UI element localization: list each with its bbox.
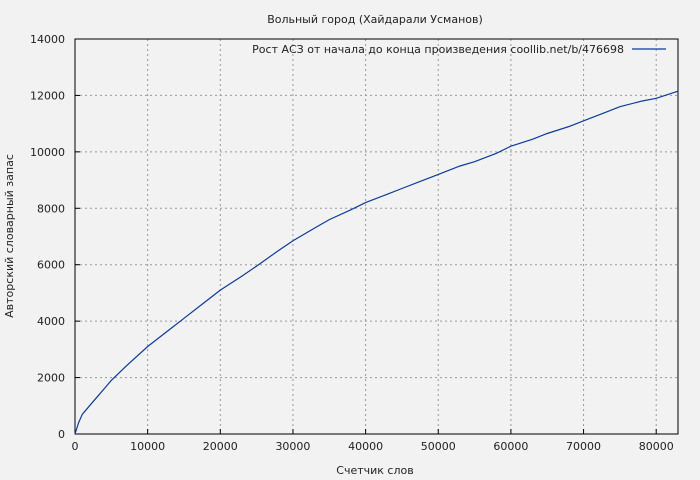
x-tick-label: 20000 [203,440,238,453]
x-tick-label: 10000 [130,440,165,453]
grid [75,39,678,434]
x-axis-label: Счетчик слов [336,464,413,477]
plot-area [74,38,679,435]
legend-label: Рост АСЗ от начала до конца произведения… [252,43,624,56]
x-tick-label: 50000 [421,440,456,453]
x-tick-label: 80000 [639,440,674,453]
legend: Рост АСЗ от начала до конца произведения… [252,43,666,56]
y-tick-label: 6000 [37,259,65,272]
y-axis-label: Авторский словарный запас [3,154,16,318]
x-tick-label: 0 [72,440,79,453]
y-tick-label: 4000 [37,315,65,328]
y-tick-label: 12000 [30,89,65,102]
y-tick-label: 8000 [37,202,65,215]
y-tick-label: 0 [58,428,65,441]
x-tick-label: 40000 [348,440,383,453]
x-tick-label: 30000 [275,440,310,453]
y-tick-label: 2000 [37,372,65,385]
x-tick-label: 60000 [493,440,528,453]
y-tick-label: 10000 [30,146,65,159]
chart-title: Вольный город (Хайдарали Усманов) [267,13,483,26]
x-tick-label: 70000 [566,440,601,453]
y-tick-label: 14000 [30,33,65,46]
ticks: 0 10000 20000 30000 40000 50000 60000 70000 8000… [30,33,674,453]
series-line [74,90,679,435]
series-group [74,90,679,435]
